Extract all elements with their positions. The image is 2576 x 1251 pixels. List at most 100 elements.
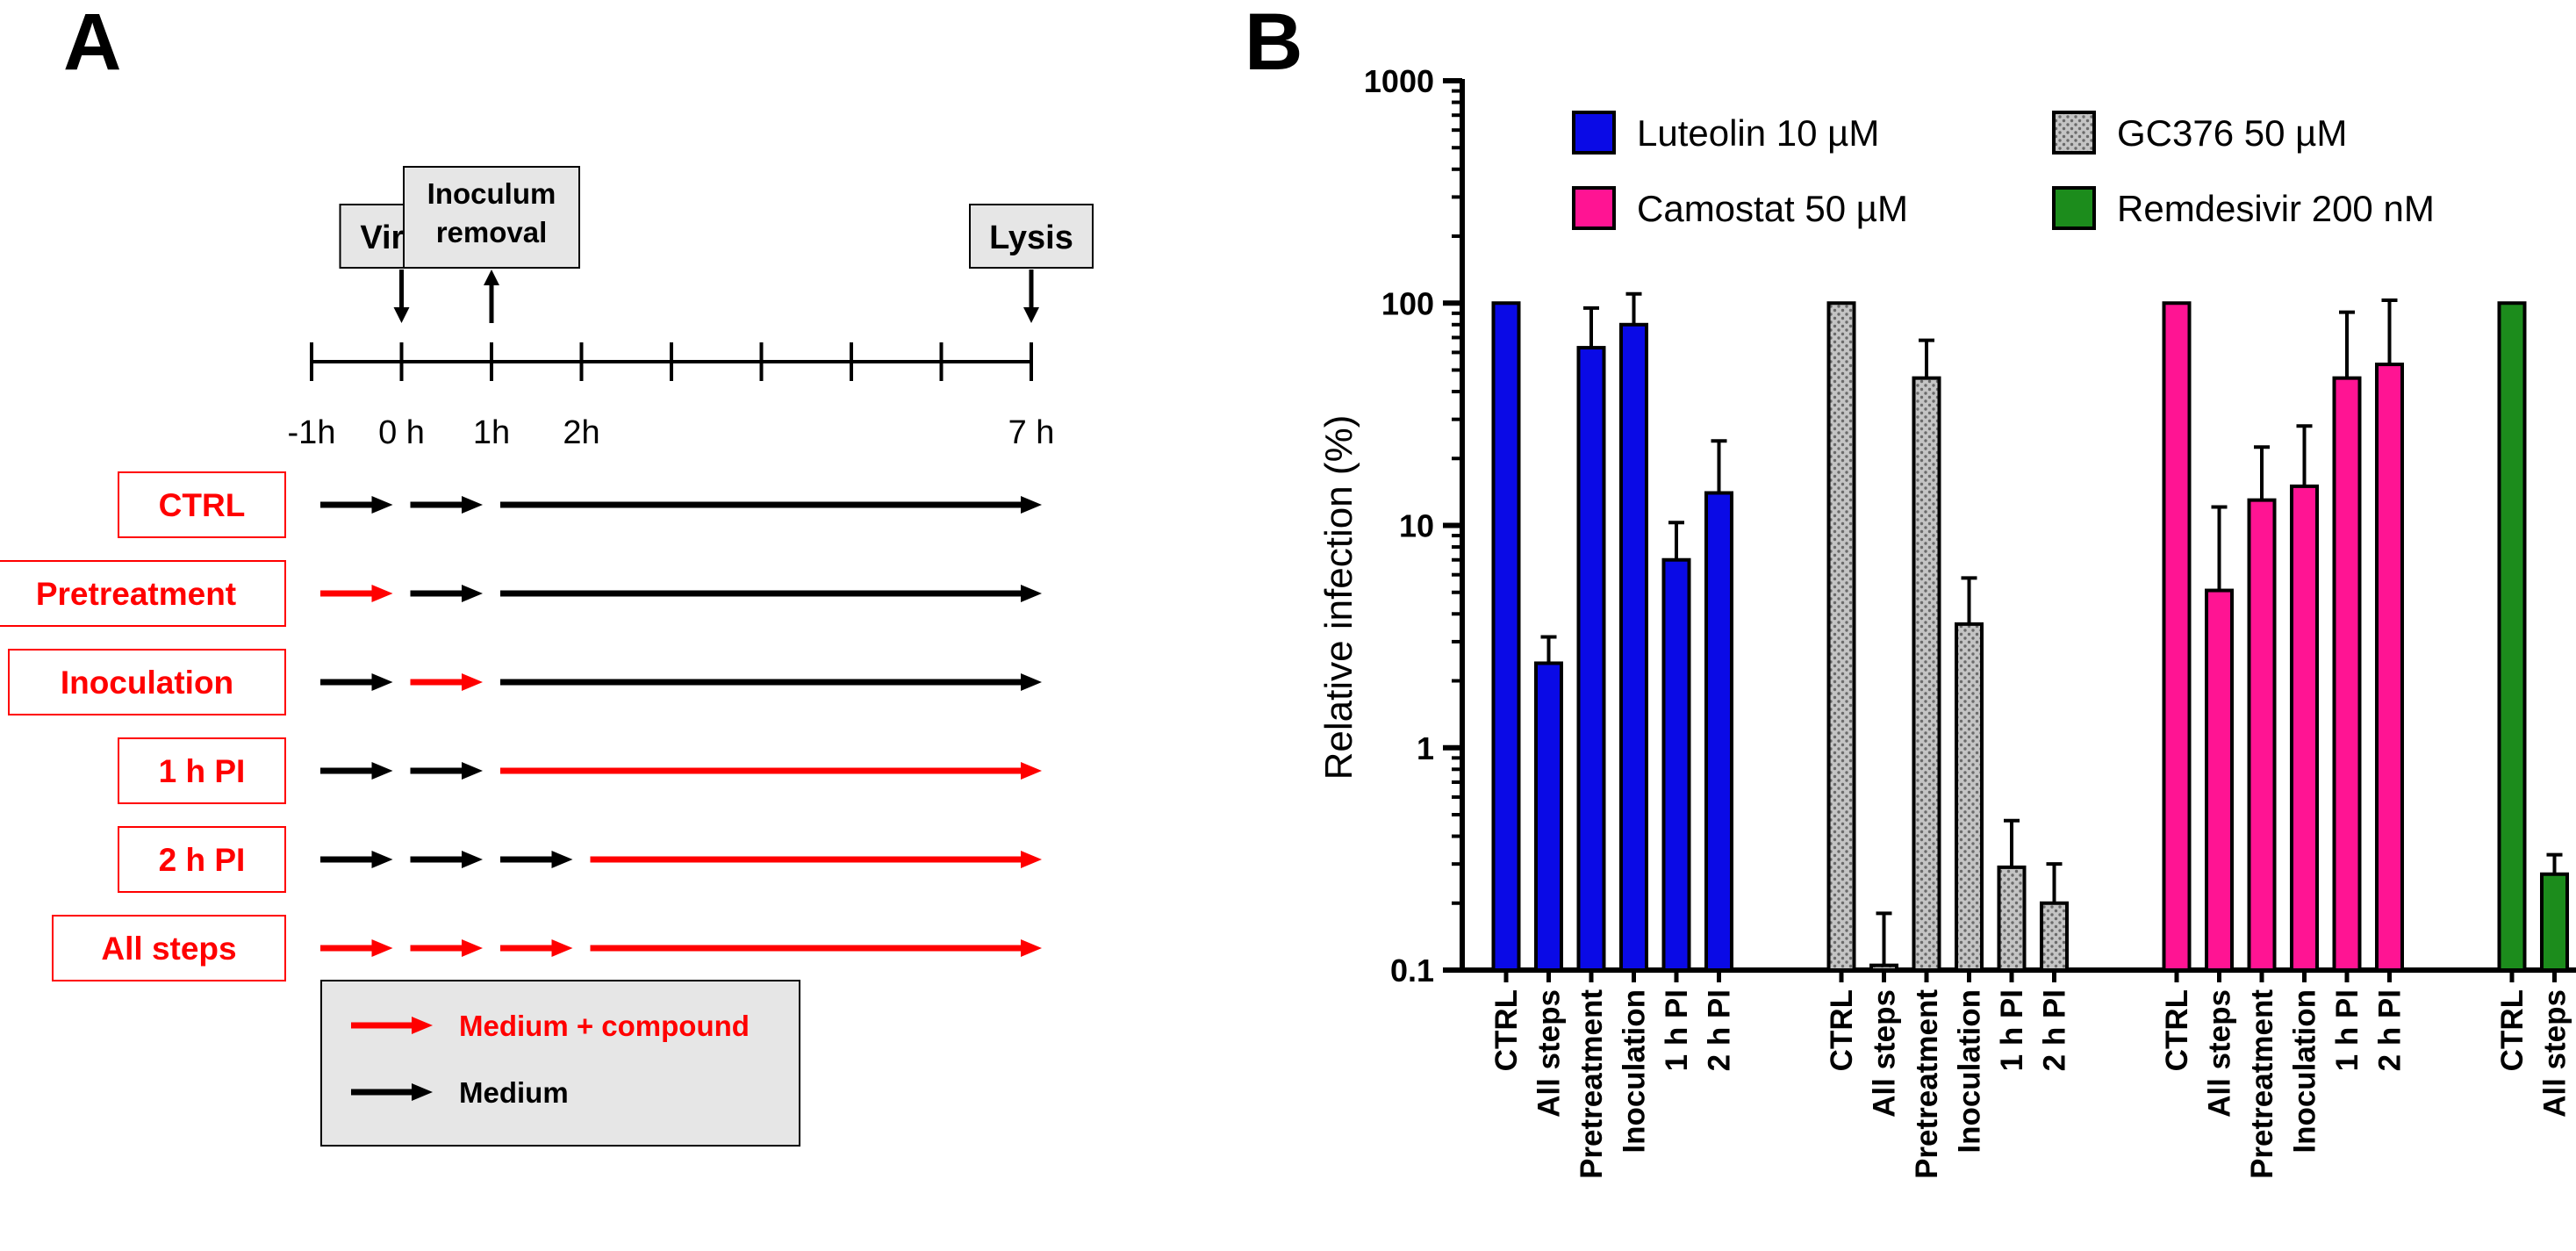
event-box (403, 166, 580, 269)
diagram-legend-box (320, 980, 800, 1147)
x-tick-label: CTRL (1489, 989, 1524, 1071)
legend-arrow (351, 1017, 433, 1034)
y-axis-title: Relative infection (%) (1317, 415, 1360, 780)
protocol-arrow (410, 496, 483, 514)
protocol-arrow (320, 673, 393, 691)
legend-label: Medium + compound (459, 1010, 750, 1042)
protocol-arrow-head (371, 673, 393, 691)
protocol-label-box (8, 649, 286, 715)
x-tick-label: All steps (1868, 989, 1902, 1118)
y-tick-label: 100 (1381, 285, 1434, 321)
bar (1661, 557, 1691, 973)
bar (1534, 661, 1563, 972)
x-tick-label: CTRL (1825, 989, 1859, 1071)
bar (1576, 346, 1606, 972)
protocol-label: All steps (101, 931, 236, 967)
protocol-label: CTRL (159, 487, 246, 523)
protocol-arrow (500, 939, 573, 957)
protocol-arrow-head (371, 762, 393, 780)
protocol-arrow-head (1021, 939, 1042, 957)
protocol-arrow-head (462, 939, 483, 957)
protocol-arrow-head (371, 585, 393, 602)
x-tick-label: All steps (1532, 989, 1567, 1118)
protocol-arrow (320, 762, 393, 780)
protocol-arrow (320, 939, 393, 957)
bar (2247, 498, 2277, 972)
legend-swatch (2052, 111, 2096, 155)
protocol-arrow (500, 673, 1042, 691)
protocol-arrow (410, 585, 483, 602)
x-tick-label: All steps (2538, 989, 2572, 1118)
bar (1619, 322, 1648, 972)
bar (2375, 363, 2404, 972)
bar (1704, 491, 1733, 972)
legend-arrow-head (412, 1017, 433, 1034)
bar (1912, 376, 1941, 973)
protocol-arrow (410, 762, 483, 780)
timeline-label: 7 h (1008, 414, 1055, 451)
protocol-label-box (118, 737, 286, 804)
event-label: Lysis (989, 219, 1073, 256)
event-box (969, 204, 1094, 269)
protocol-label-box (0, 560, 286, 627)
x-tick-label: 1 h PI (2330, 989, 2364, 1071)
protocol-arrow (410, 939, 483, 957)
protocol-arrow-head (1021, 851, 1042, 868)
legend-entry: GC376 50 µM (2117, 112, 2347, 154)
bar (2290, 484, 2319, 972)
protocol-label: Pretreatment (36, 576, 236, 612)
bar (1491, 301, 1521, 972)
event-arrow-head (484, 270, 499, 285)
protocol-arrow-head (462, 585, 483, 602)
event-label: removal (436, 216, 548, 248)
protocol-arrow-head (462, 673, 483, 691)
x-tick-label: 1 h PI (1660, 989, 1694, 1071)
x-tick-label: Pretreatment (2245, 989, 2279, 1179)
x-tick-label: CTRL (2495, 989, 2529, 1071)
timeline-label: 1h (473, 414, 510, 451)
timeline-label: 0 h (378, 414, 425, 451)
bar (2205, 588, 2234, 972)
x-tick-label: 2 h PI (2038, 989, 2072, 1071)
bar (1826, 301, 1856, 972)
y-tick-label: 10 (1399, 508, 1434, 544)
protocol-label: 2 h PI (159, 842, 246, 878)
y-tick-label: 0.1 (1390, 953, 1434, 989)
protocol-arrow-head (462, 762, 483, 780)
protocol-arrow-head (462, 851, 483, 868)
protocol-arrow (320, 585, 393, 602)
x-tick-label: 2 h PI (2373, 989, 2407, 1071)
x-tick-label: All steps (2203, 989, 2237, 1118)
panel-a-letter: A (63, 0, 122, 87)
x-tick-label: Pretreatment (1910, 989, 1944, 1179)
x-tick-label: Inoculation (1618, 989, 1652, 1154)
protocol-arrow (410, 851, 483, 868)
protocol-arrow (500, 851, 573, 868)
legend-entry: Camostat 50 µM (1637, 188, 1908, 229)
protocol-arrow-head (462, 496, 483, 514)
legend-swatch (1572, 186, 1616, 230)
protocol-arrow-head (1021, 496, 1042, 514)
protocol-arrow (410, 673, 483, 691)
x-tick-label: Pretreatment (1575, 989, 1609, 1179)
legend-entry: Remdesivir 200 nM (2117, 188, 2435, 229)
bar (1955, 622, 1984, 972)
bar (1869, 963, 1898, 972)
protocol-arrow-head (551, 939, 573, 957)
protocol-arrow-head (1021, 673, 1042, 691)
bar (1997, 865, 2027, 972)
y-tick-label: 1000 (1364, 63, 1434, 99)
timeline-label: 2h (563, 414, 599, 451)
protocol-arrow-head (1021, 762, 1042, 780)
legend-entry: Luteolin 10 µM (1637, 112, 1879, 154)
protocol-arrow (320, 851, 393, 868)
protocol-label: Inoculation (61, 665, 233, 701)
protocol-arrow (500, 762, 1042, 780)
x-tick-label: Inoculation (1953, 989, 1987, 1154)
protocol-arrow-head (371, 496, 393, 514)
event-arrow-head (1023, 307, 1039, 323)
bar (2040, 901, 2069, 973)
